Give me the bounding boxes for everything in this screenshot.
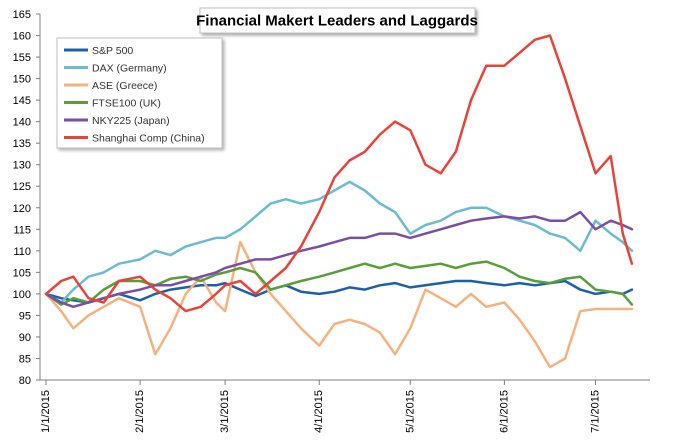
y-tick-label: 155 [13,52,31,64]
y-tick-label: 160 [13,31,31,43]
y-tick-label: 145 [13,95,31,107]
y-tick-label: 135 [13,138,31,150]
chart-title-box: Financial Makert Leaders and Laggards [196,7,478,34]
legend-label: ASE (Greece) [92,80,157,92]
x-tick-label: 5/1/2015 [404,390,416,433]
y-tick-label: 85 [19,353,31,365]
y-tick-label: 95 [19,310,31,322]
y-ticks: 80 85 90 95 100 105 110 115 120 125 130 135 140 145 15… [13,9,40,387]
legend-label: DAX (Germany) [92,63,167,75]
legend-label: S&P 500 [92,45,133,57]
axes [39,14,650,381]
y-tick-label: 120 [13,203,31,215]
x-tick-label: 2/1/2015 [134,390,146,433]
x-tick-label: 7/1/2015 [589,390,601,433]
y-tick-label: 110 [13,246,31,258]
x-tick-label: 4/1/2015 [313,390,325,433]
y-tick-label: 165 [13,9,31,21]
x-tick-label: 3/1/2015 [219,390,231,433]
series-line-1 [44,180,634,304]
legend-label: NKY225 (Japan) [92,115,170,127]
series-line-4 [44,210,634,309]
y-tick-label: 130 [13,160,31,172]
chart-title: Financial Makert Leaders and Laggards [196,13,478,30]
legend-label: FTSE100 (UK) [92,98,161,110]
y-tick-label: 80 [19,375,31,387]
series-line-5 [44,34,634,313]
series-line-0 [44,279,634,304]
y-tick-label: 140 [13,117,31,129]
series-lines [44,34,634,369]
y-tick-label: 90 [19,332,31,344]
y-tick-label: 100 [13,289,31,301]
y-tick-label: 105 [13,267,31,279]
y-tick-label: 150 [13,74,31,86]
legend: S&P 500 DAX (Germany) ASE (Greece) FTSE100 … [56,37,223,149]
x-tick-label: 1/1/2015 [40,390,52,433]
legend-label: Shanghai Comp (China) [92,133,205,145]
x-tick-label: 6/1/2015 [498,390,510,433]
y-tick-label: 115 [13,224,31,236]
series-line-2 [44,240,634,369]
y-tick-label: 125 [13,181,31,193]
x-ticks: 1/1/2015 2/1/2015 3/1/2015 4/1/2015 5/1/2015… [40,380,601,433]
